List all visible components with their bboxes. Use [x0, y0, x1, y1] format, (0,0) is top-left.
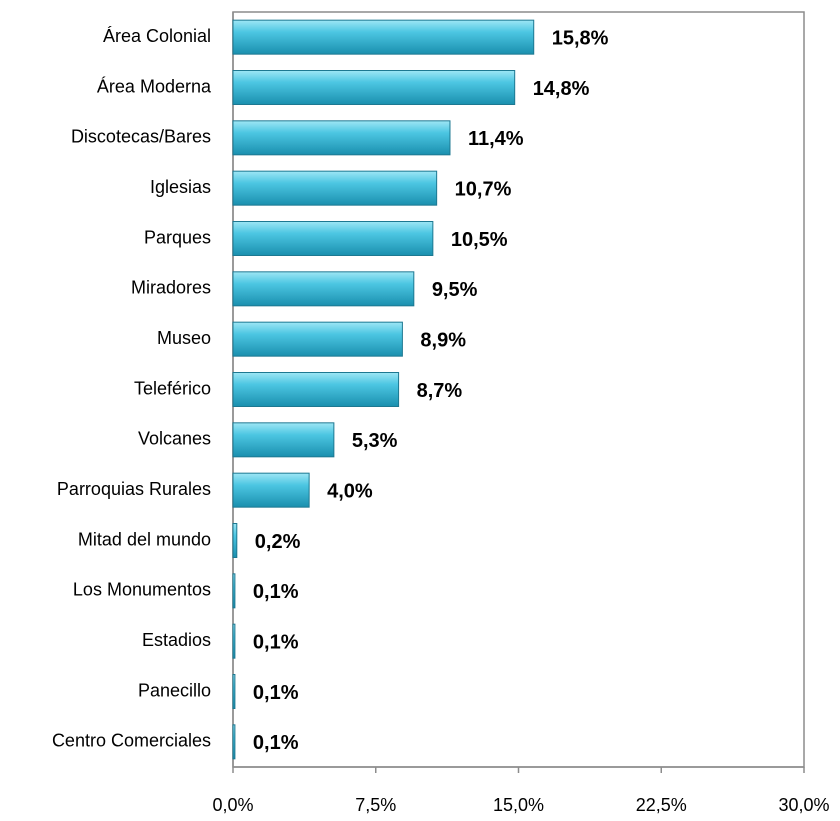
bar	[232, 321, 403, 357]
bar	[232, 221, 434, 256]
y-tick-label: Estadios	[142, 630, 211, 650]
bar	[232, 523, 238, 558]
value-label: 14,8%	[533, 78, 590, 100]
bar	[232, 573, 236, 609]
value-label: 0,2%	[255, 531, 301, 553]
value-label: 0,1%	[253, 732, 299, 754]
x-tick-label: 15,0%	[493, 795, 544, 815]
y-tick-label: Panecillo	[138, 680, 211, 700]
bar	[232, 120, 451, 156]
value-label: 10,5%	[451, 229, 508, 251]
y-tick-label: Área Moderna	[97, 76, 212, 96]
value-label: 0,1%	[253, 631, 299, 653]
y-tick-label: Área Colonial	[103, 26, 211, 46]
x-tick-label: 0,0%	[212, 795, 253, 815]
bar	[232, 372, 400, 407]
y-tick-label: Los Monumentos	[73, 580, 211, 600]
value-label: 0,1%	[253, 581, 299, 603]
value-label: 8,7%	[417, 380, 463, 402]
bar	[232, 623, 236, 659]
value-label: 0,1%	[253, 682, 299, 704]
value-label: 4,0%	[327, 480, 373, 502]
y-tick-label: Mitad del mundo	[78, 529, 211, 549]
y-tick-label: Parques	[144, 227, 211, 247]
y-tick-label: Volcanes	[138, 429, 211, 449]
value-label: 10,7%	[455, 178, 512, 200]
bar	[232, 422, 335, 458]
bar	[232, 674, 236, 709]
bar	[232, 70, 516, 105]
y-tick-label: Discotecas/Bares	[71, 127, 211, 147]
value-label: 5,3%	[352, 430, 398, 452]
y-tick-label: Parroquias Rurales	[57, 479, 211, 499]
bar	[232, 170, 438, 206]
y-tick-label: Miradores	[131, 278, 211, 298]
y-tick-label: Iglesias	[150, 177, 211, 197]
bar	[232, 271, 415, 307]
x-tick-label: 30,0%	[778, 795, 829, 815]
x-tick-label: 22,5%	[636, 795, 687, 815]
bar	[232, 19, 535, 55]
bar	[232, 724, 236, 760]
value-label: 9,5%	[432, 279, 478, 301]
x-tick-label: 7,5%	[355, 795, 396, 815]
value-label: 15,8%	[552, 27, 609, 49]
y-tick-label: Teleférico	[134, 378, 211, 398]
y-tick-label: Centro Comerciales	[52, 731, 211, 751]
bar	[232, 472, 310, 508]
value-label: 11,4%	[468, 128, 524, 150]
y-tick-label: Museo	[157, 328, 211, 348]
value-label: 8,9%	[420, 329, 466, 351]
